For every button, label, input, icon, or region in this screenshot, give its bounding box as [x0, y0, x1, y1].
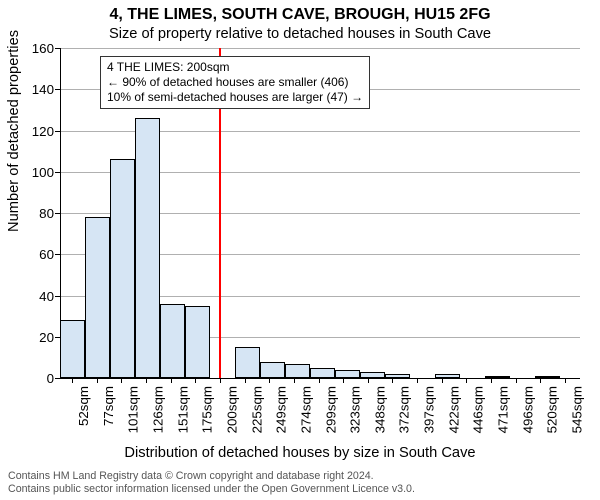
ytick-label: 20 — [24, 330, 54, 345]
histogram-bar — [60, 320, 85, 378]
histogram-bar — [185, 306, 210, 378]
histogram-bar — [135, 118, 160, 378]
xtick-label: 372sqm — [396, 386, 411, 433]
histogram-bar — [85, 217, 110, 378]
xtick-label: 126sqm — [150, 386, 165, 433]
xtick-label: 274sqm — [298, 386, 313, 433]
xtick-label: 496sqm — [520, 386, 535, 433]
ytick-label: 160 — [24, 41, 54, 56]
ytick-label: 140 — [24, 82, 54, 97]
footer-attribution: Contains HM Land Registry data © Crown c… — [8, 470, 415, 496]
footer-line-2: Contains public sector information licen… — [8, 483, 415, 496]
histogram-bar — [110, 159, 135, 378]
xtick-label: 249sqm — [273, 386, 288, 433]
ytick-label: 40 — [24, 289, 54, 304]
xtick-label: 101sqm — [125, 386, 140, 433]
xtick-label: 52sqm — [76, 386, 91, 426]
histogram-bar — [285, 364, 310, 378]
chart-subtitle: Size of property relative to detached ho… — [0, 26, 600, 42]
histogram-bar — [335, 370, 360, 378]
chart-title: 4, THE LIMES, SOUTH CAVE, BROUGH, HU15 2… — [0, 6, 600, 24]
legend-box: 4 THE LIMES: 200sqm ← 90% of detached ho… — [100, 56, 370, 109]
left-axis-line — [60, 48, 61, 378]
ytick-label: 100 — [24, 165, 54, 180]
xtick-label: 299sqm — [323, 386, 338, 433]
bottom-axis-line — [60, 378, 580, 379]
xtick-label: 175sqm — [199, 386, 214, 433]
xtick-label: 225sqm — [249, 386, 264, 433]
histogram-bar — [310, 368, 335, 378]
ytick-label: 0 — [24, 371, 54, 386]
ytick-label: 80 — [24, 206, 54, 221]
xtick-label: 520sqm — [544, 386, 559, 433]
xtick-label: 323sqm — [347, 386, 362, 433]
xtick-label: 471sqm — [495, 386, 510, 433]
gridline — [60, 48, 580, 49]
histogram-bar — [260, 362, 285, 379]
ytick-label: 120 — [24, 124, 54, 139]
legend-line-1: 4 THE LIMES: 200sqm — [107, 60, 363, 75]
ytick-label: 60 — [24, 247, 54, 262]
y-axis-label: Number of detached properties — [6, 30, 22, 232]
legend-line-2: ← 90% of detached houses are smaller (40… — [107, 75, 363, 90]
xtick-label: 545sqm — [569, 386, 584, 433]
xtick-label: 77sqm — [101, 386, 116, 426]
xtick-label: 422sqm — [446, 386, 461, 433]
xtick-label: 397sqm — [421, 386, 436, 433]
histogram-bar — [160, 304, 185, 378]
xtick-label: 348sqm — [372, 386, 387, 433]
xtick-label: 200sqm — [224, 386, 239, 433]
footer-line-1: Contains HM Land Registry data © Crown c… — [8, 470, 415, 483]
x-axis-label: Distribution of detached houses by size … — [0, 445, 600, 461]
xtick-label: 151sqm — [175, 386, 190, 433]
xtick-label: 446sqm — [470, 386, 485, 433]
legend-line-3: 10% of semi-detached houses are larger (… — [107, 90, 363, 105]
histogram-bar — [235, 347, 260, 378]
